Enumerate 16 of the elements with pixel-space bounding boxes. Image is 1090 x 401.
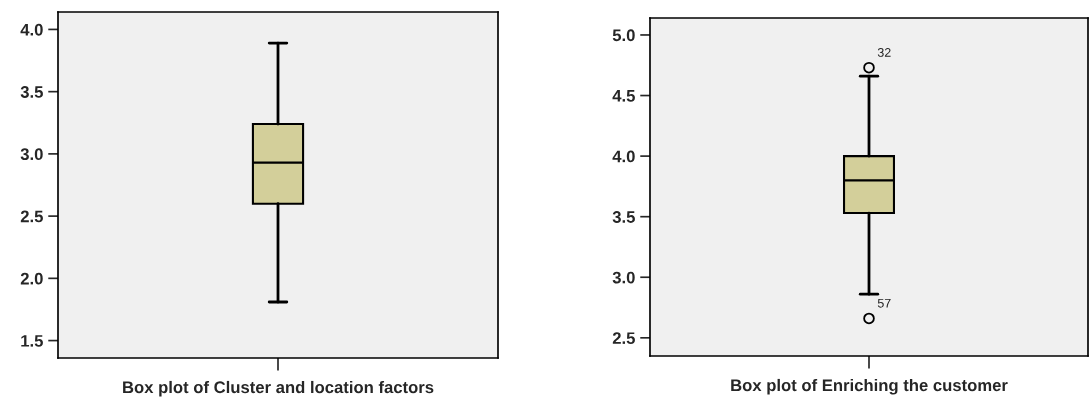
annotation: 32 [877, 48, 891, 57]
y-tick-label: 5.0 [612, 29, 635, 42]
y-tick-label: 3.0 [612, 271, 635, 284]
y-tick-label: 4.5 [612, 90, 635, 102]
y-tick-label: 2.5 [612, 332, 635, 345]
x-axis-title: Box plot of Cluster and location factors [123, 380, 434, 397]
y-tick-label: 3.5 [612, 211, 635, 223]
y-tick-label: 3.5 [20, 86, 43, 98]
y-tick-label: 2.0 [20, 272, 43, 285]
annotation: 57 [877, 298, 891, 308]
y-tick-label: 3.0 [20, 148, 43, 161]
y-tick-label: 2.5 [20, 210, 43, 223]
x-axis-title: Box plot of Enriching the customer [731, 378, 1008, 395]
y-tick-label: 1.5 [21, 335, 43, 347]
y-tick-label: 4.0 [612, 150, 635, 163]
y-tick-label: 4.0 [20, 23, 43, 36]
